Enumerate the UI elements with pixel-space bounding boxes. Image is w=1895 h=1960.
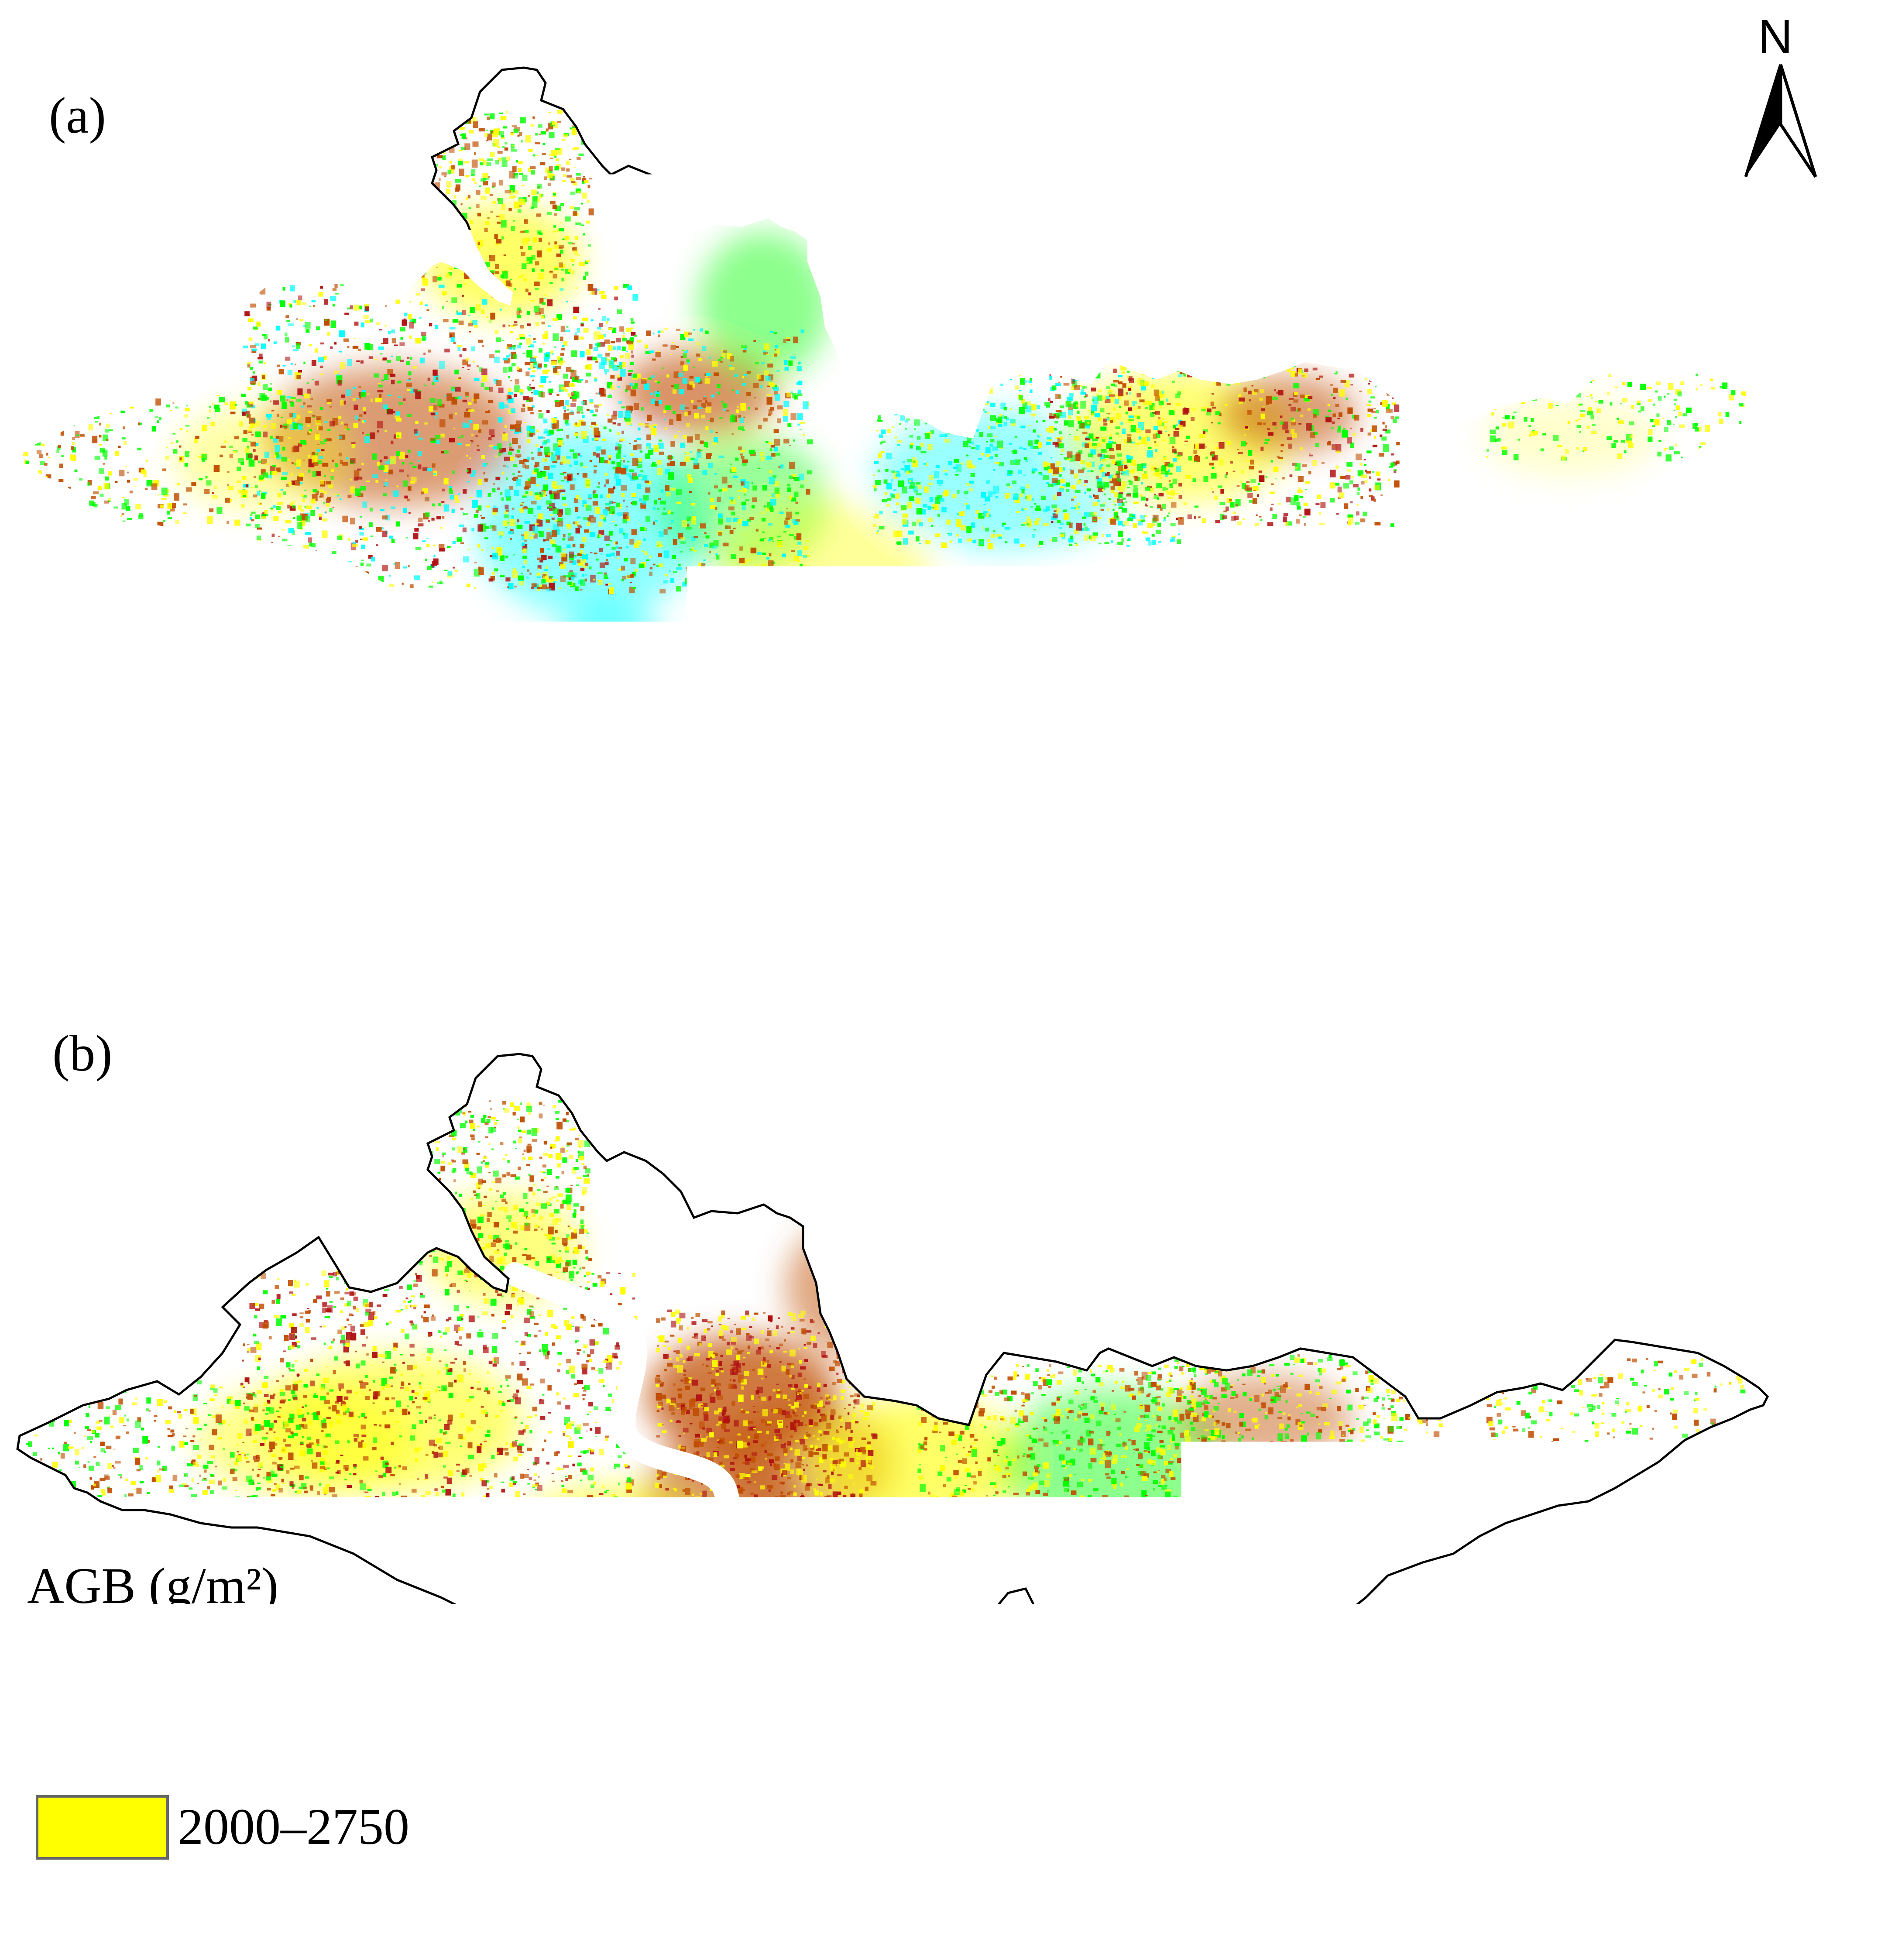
legend-label: 1250–2000 <box>178 1718 409 1770</box>
legend-swatch <box>31 906 164 970</box>
legend-label: 300–450 <box>172 829 353 880</box>
legend-title-a: AGB (g/m²) <box>31 585 282 636</box>
map-panel-b: (b) AGB (g/m²) 500–1250 1250–2000 2000–2… <box>0 1004 1895 1960</box>
legend-swatch <box>36 1629 169 1694</box>
legend-swatch <box>36 1878 169 1943</box>
north-arrow-icon <box>1737 13 1824 196</box>
scale-unit: Km <box>1792 923 1864 971</box>
legend-swatch <box>31 740 164 804</box>
legend-label: 0–150 <box>181 663 310 714</box>
scale-bar-graphic <box>1279 945 1785 971</box>
legend-label: 2000–2750 <box>178 1801 409 1853</box>
legend-swatch <box>31 657 164 721</box>
panel-label-a: (a) <box>49 90 106 141</box>
legend-label: 2750–3500 <box>178 1884 409 1936</box>
map-panel-a: (a) AGB (g/m²) 0–150 150–300 300–450 450… <box>0 0 1895 995</box>
panel-label-b: (b) <box>52 1028 113 1079</box>
legend-swatch <box>36 1712 169 1777</box>
legend-swatch <box>36 1795 169 1860</box>
scale-end: 80 <box>1741 884 1789 932</box>
legend-label: 450–600 <box>172 912 353 963</box>
legend-label: 150–300 <box>172 746 353 797</box>
legend-b: AGB (g/m²) 500–1250 1250–2000 2000–2750 … <box>27 1560 278 1612</box>
legend-a: AGB (g/m²) 0–150 150–300 300–450 450–600 <box>31 585 282 636</box>
legend-title-b: AGB (g/m²) <box>27 1560 278 1612</box>
legend-swatch <box>31 823 164 887</box>
scale-start: 0 <box>1279 884 1303 932</box>
scale-bar: 0 80 Km <box>1279 884 1881 980</box>
north-arrow: N <box>1737 13 1824 196</box>
legend-label: 500–1250 <box>178 1635 384 1687</box>
